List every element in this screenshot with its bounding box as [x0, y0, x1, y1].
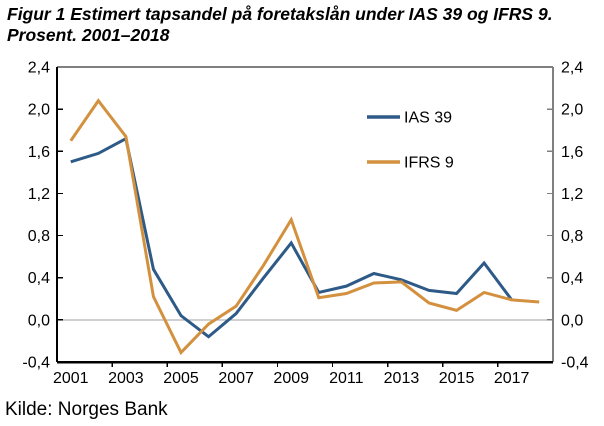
y-axis-label-right: 0,4 — [561, 270, 583, 287]
y-axis-label-left: 0,0 — [28, 312, 50, 329]
y-axis-label-left: 0,8 — [28, 228, 50, 245]
x-axis-label: 2007 — [218, 370, 254, 387]
y-axis-label-left: 2,0 — [28, 102, 50, 119]
y-axis-label-right: 1,2 — [561, 186, 583, 203]
series-line-ias-39 — [70, 136, 513, 339]
x-axis-label: 2017 — [494, 370, 530, 387]
y-axis-label-right: 2,4 — [561, 60, 583, 77]
x-axis-label: 2009 — [273, 370, 309, 387]
x-axis-label: 2015 — [439, 370, 475, 387]
y-axis-label-right: 2,0 — [561, 102, 583, 119]
y-axis-label-right: 1,6 — [561, 144, 583, 161]
y-axis-label-left: -0,4 — [22, 355, 50, 372]
y-axis-label-left: 2,4 — [28, 60, 50, 77]
y-axis-label-left: 1,2 — [28, 186, 50, 203]
y-axis-label-right: 0,8 — [561, 228, 583, 245]
y-axis-label-right: 0,0 — [561, 312, 583, 329]
y-axis-label-right: -0,4 — [561, 355, 589, 372]
y-axis-label-left: 1,6 — [28, 144, 50, 161]
legend-label-ifrs-9: IFRS 9 — [404, 155, 454, 172]
y-axis-label-left: 0,4 — [28, 270, 50, 287]
legend-label-ias-39: IAS 39 — [404, 110, 452, 127]
figure-title-line2: Prosent. 2001–2018 — [7, 25, 170, 45]
series-line-ifrs-9 — [69, 98, 540, 356]
figure-title-line1: Figur 1 Estimert tapsandel på foretakslå… — [7, 4, 553, 24]
source-note: Kilde: Norges Bank — [5, 399, 168, 420]
x-axis-label: 2003 — [108, 370, 144, 387]
x-axis-label: 2013 — [384, 370, 420, 387]
x-axis-label: 2005 — [163, 370, 199, 387]
figure-title: Figur 1 Estimert tapsandel på foretakslå… — [7, 4, 599, 46]
x-axis-label: 2001 — [53, 370, 89, 387]
x-axis-label: 2011 — [329, 370, 364, 387]
